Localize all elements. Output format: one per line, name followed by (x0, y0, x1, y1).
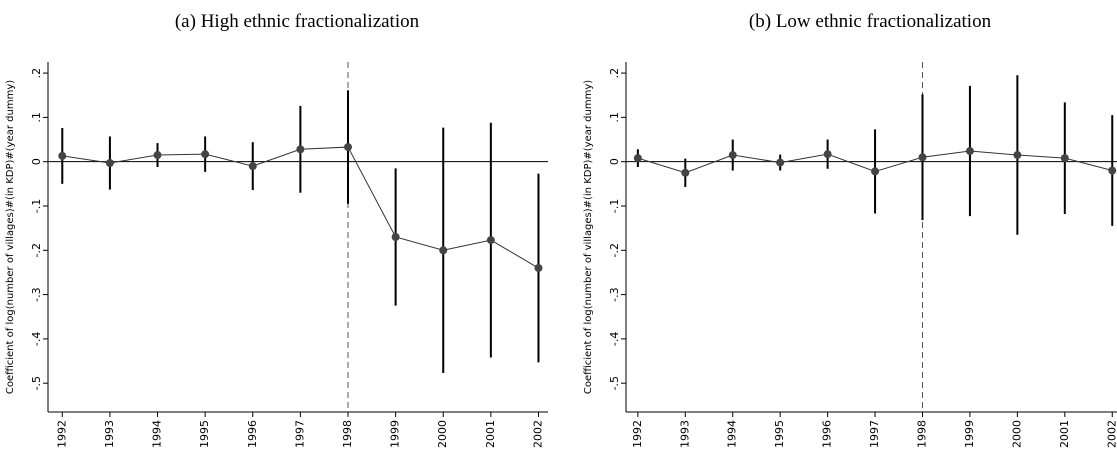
x-tick-label: 1997 (868, 420, 881, 448)
point-estimate (823, 150, 832, 159)
x-tick-label: 2002 (1105, 420, 1117, 448)
point-estimate (534, 264, 543, 273)
x-tick-label: 2000 (1010, 420, 1023, 448)
point-estimate (58, 151, 67, 160)
chart-title: (b) Low ethnic fractionalization (749, 11, 992, 32)
y-tick-label: 0 (30, 158, 43, 165)
x-tick-label: 1999 (963, 420, 976, 448)
point-estimate (201, 150, 210, 159)
y-tick-label: .1 (30, 112, 43, 123)
x-tick-label: 1994 (151, 420, 164, 448)
point-estimate (153, 151, 162, 160)
chart-title: (a) High ethnic fractionalization (175, 11, 420, 32)
y-tick-label: -.4 (30, 332, 43, 346)
x-tick-label: 1993 (678, 420, 691, 448)
x-tick-label: 1996 (821, 420, 834, 448)
x-tick-label: 1992 (631, 420, 644, 448)
point-estimate (776, 158, 785, 167)
y-tick-label: .2 (608, 68, 621, 79)
x-tick-label: 2000 (436, 420, 449, 448)
y-tick-label: .2 (30, 68, 43, 79)
x-tick-label: 1995 (773, 420, 786, 448)
y-tick-label: -.1 (608, 199, 621, 213)
x-tick-label: 1998 (915, 420, 928, 448)
point-estimate (965, 147, 974, 156)
x-tick-label: 1994 (726, 420, 739, 448)
point-estimate (681, 168, 690, 177)
y-tick-label: -.5 (30, 376, 43, 390)
point-estimate (391, 233, 400, 241)
x-tick-label: 1999 (389, 420, 402, 448)
y-axis-label: Coefficient of log(number of villages)#(… (583, 80, 594, 394)
point-estimate (633, 154, 642, 163)
point-estimate (1108, 166, 1117, 175)
point-estimate (918, 153, 927, 162)
x-tick-label: 1997 (293, 420, 306, 448)
point-estimate (871, 167, 880, 176)
point-estimate (486, 236, 495, 245)
point-estimate (728, 151, 737, 160)
y-tick-label: -.1 (30, 199, 43, 213)
x-tick-label: 1992 (55, 420, 68, 448)
x-tick-label: 1998 (341, 420, 354, 448)
x-tick-label: 2001 (484, 420, 497, 448)
point-estimate (296, 145, 305, 154)
x-tick-label: 2002 (531, 420, 544, 448)
y-tick-label: -.3 (30, 287, 43, 301)
point-estimate (105, 159, 114, 168)
point-estimate (439, 246, 448, 255)
y-tick-label: -.3 (608, 287, 621, 301)
x-tick-label: 1996 (246, 420, 259, 448)
y-tick-label: .1 (608, 112, 621, 123)
y-tick-label: -.5 (608, 376, 621, 390)
y-axis-label: Coefficient of log(number of villages)#(… (5, 80, 16, 394)
point-estimate (248, 162, 257, 171)
point-estimate (1013, 151, 1022, 160)
y-tick-label: -.4 (608, 332, 621, 346)
x-tick-label: 1995 (198, 420, 211, 448)
y-tick-label: -.2 (608, 243, 621, 257)
x-tick-label: 2001 (1058, 420, 1071, 448)
point-estimate (1060, 154, 1069, 163)
point-estimate (344, 143, 352, 152)
x-tick-label: 1993 (103, 420, 116, 448)
y-tick-label: -.2 (30, 243, 43, 257)
y-tick-label: 0 (608, 158, 621, 165)
